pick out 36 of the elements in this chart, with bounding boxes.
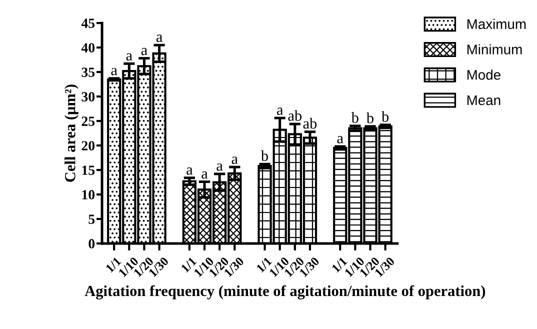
annotation: b: [382, 111, 389, 122]
y-tick-label: 30: [82, 92, 95, 102]
legend-label: Mode: [467, 70, 500, 80]
annotation: a: [186, 167, 193, 175]
annotation: a: [156, 34, 162, 42]
x-tick-label: 1/1: [331, 256, 348, 273]
x-tick-label: 1/1: [105, 256, 122, 273]
y-tick-label: 20: [82, 141, 95, 150]
annotation: a: [126, 53, 132, 61]
y-tick-label: 25: [82, 116, 95, 126]
y-tick-label: 35: [82, 68, 95, 77]
annotation: a: [232, 156, 238, 164]
y-tick-label: 0: [88, 239, 95, 248]
annotation: ab: [303, 118, 317, 129]
y-tick-label: 45: [81, 18, 95, 28]
legend-label: Maximum: [467, 18, 526, 30]
y-tick-label: 5: [88, 214, 95, 224]
annotation: b: [366, 112, 374, 124]
legend-label: Mean: [467, 95, 500, 106]
y-tick-label: 15: [82, 166, 95, 175]
annotation: b: [260, 150, 268, 161]
y-axis-title: Cell area (μm²): [64, 84, 78, 182]
annotation: a: [111, 68, 118, 76]
annotation: ab: [288, 110, 302, 121]
annotation: a: [337, 136, 344, 144]
legend-label: Minimum: [467, 44, 522, 54]
x-tick-label: 1/1: [180, 256, 197, 273]
annotation: a: [276, 108, 284, 115]
y-tick-label: 40: [81, 43, 95, 52]
y-tick-label: 10: [82, 190, 95, 200]
annotation: b: [351, 112, 358, 123]
x-tick-label: 1/1: [256, 256, 272, 273]
x-axis-title: Agitation frequency (minute of agitation/minute of operation): [84, 285, 486, 300]
annotation: a: [202, 171, 208, 179]
annotation: a: [216, 163, 223, 171]
annotation: a: [141, 48, 148, 56]
